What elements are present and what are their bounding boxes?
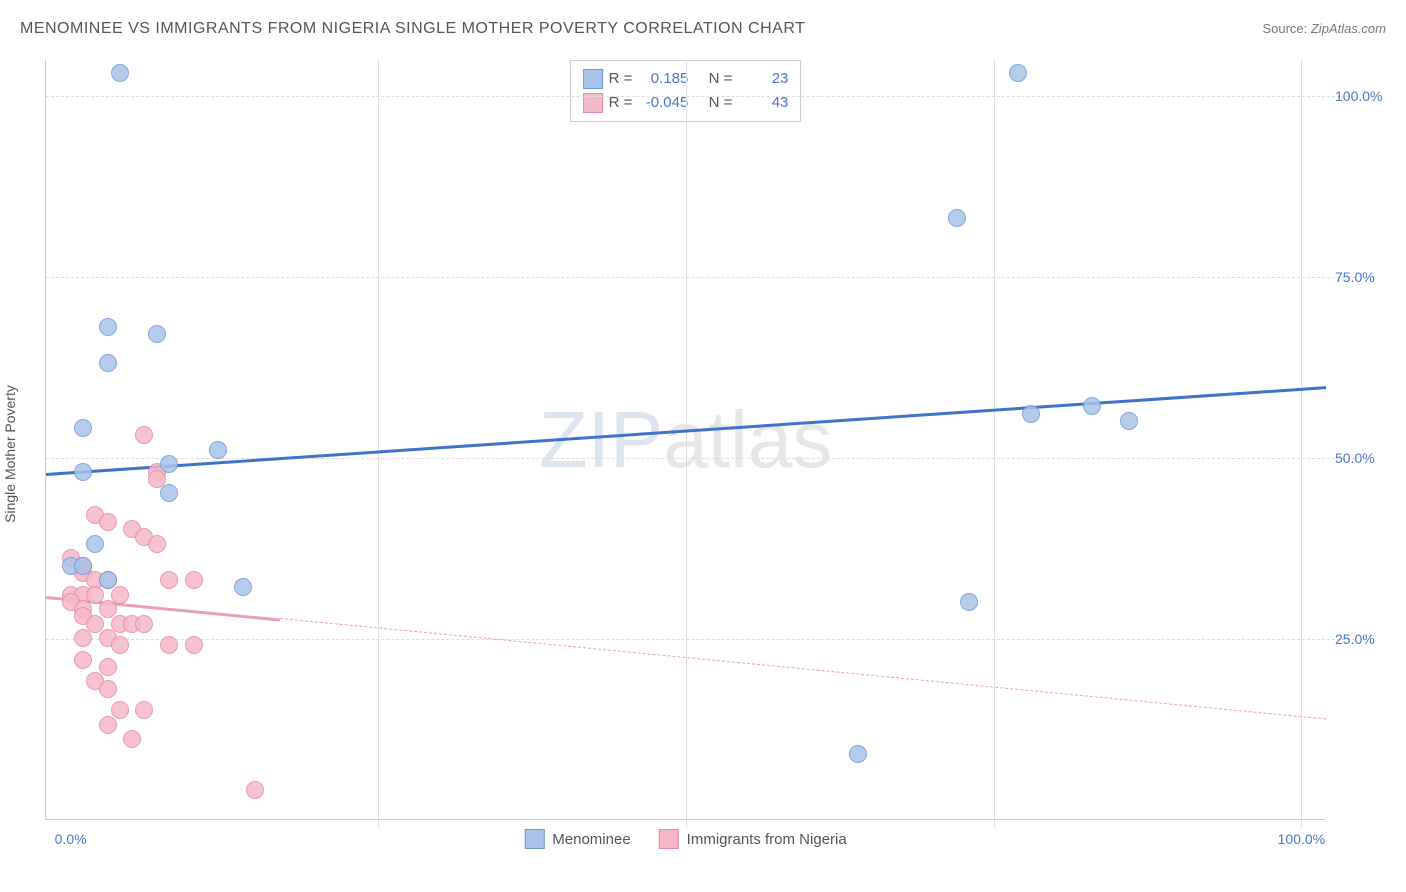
data-point-menominee (160, 455, 178, 473)
stats-n-value-1: 43 (738, 91, 788, 115)
stats-r-label: R = (609, 91, 633, 115)
stats-n-label: N = (709, 67, 733, 91)
data-point-nigeria (246, 781, 264, 799)
watermark-atlas: atlas (663, 395, 832, 484)
stats-r-label: R = (609, 67, 633, 91)
data-point-menominee (960, 593, 978, 611)
legend-label-nigeria: Immigrants from Nigeria (687, 831, 847, 848)
gridline-vertical (378, 60, 379, 827)
stats-r-value-1: -0.045 (638, 91, 688, 115)
legend-item-nigeria: Immigrants from Nigeria (659, 829, 847, 849)
data-point-menominee (1022, 405, 1040, 423)
data-point-nigeria (74, 629, 92, 647)
data-point-nigeria (185, 636, 203, 654)
chart-source: Source: ZipAtlas.com (1262, 21, 1386, 36)
stats-n-value-0: 23 (738, 67, 788, 91)
data-point-menominee (148, 325, 166, 343)
stats-r-value-0: 0.185 (638, 67, 688, 91)
data-point-menominee (99, 318, 117, 336)
data-point-menominee (160, 484, 178, 502)
y-axis-label: Single Mother Poverty (2, 385, 18, 523)
data-point-menominee (1009, 64, 1027, 82)
legend-swatch-menominee (524, 829, 544, 849)
data-point-nigeria (99, 680, 117, 698)
data-point-nigeria (185, 571, 203, 589)
trendline-nigeria-dashed (280, 618, 1326, 720)
data-point-menominee (74, 463, 92, 481)
data-point-menominee (86, 535, 104, 553)
data-point-menominee (111, 64, 129, 82)
legend-item-menominee: Menominee (524, 829, 630, 849)
data-point-nigeria (99, 513, 117, 531)
swatch-menominee (583, 69, 603, 89)
data-point-menominee (1120, 412, 1138, 430)
data-point-nigeria (123, 730, 141, 748)
data-point-nigeria (135, 615, 153, 633)
x-tick-label: 0.0% (55, 831, 87, 847)
legend-swatch-nigeria (659, 829, 679, 849)
stats-n-label: N = (709, 91, 733, 115)
y-tick-label: 100.0% (1335, 88, 1395, 104)
gridline-horizontal (46, 639, 1355, 640)
series-legend: Menominee Immigrants from Nigeria (524, 829, 846, 849)
gridline-vertical (994, 60, 995, 827)
data-point-nigeria (160, 636, 178, 654)
data-point-nigeria (111, 636, 129, 654)
source-label: Source: (1262, 21, 1310, 36)
y-tick-label: 50.0% (1335, 450, 1395, 466)
data-point-nigeria (111, 701, 129, 719)
data-point-nigeria (135, 426, 153, 444)
data-point-menominee (99, 354, 117, 372)
chart-header: MENOMINEE VS IMMIGRANTS FROM NIGERIA SIN… (20, 20, 1386, 38)
data-point-nigeria (99, 716, 117, 734)
data-point-menominee (948, 209, 966, 227)
x-tick-label: 100.0% (1278, 831, 1325, 847)
data-point-menominee (234, 578, 252, 596)
data-point-nigeria (148, 535, 166, 553)
chart-plot-area: ZIPatlas R = 0.185 N = 23 R = -0.045 N =… (45, 60, 1325, 820)
data-point-menominee (74, 419, 92, 437)
data-point-menominee (74, 557, 92, 575)
gridline-horizontal (46, 96, 1355, 97)
data-point-nigeria (111, 586, 129, 604)
data-point-nigeria (160, 571, 178, 589)
data-point-menominee (1083, 397, 1101, 415)
data-point-nigeria (99, 658, 117, 676)
source-value: ZipAtlas.com (1311, 21, 1386, 36)
gridline-horizontal (46, 277, 1355, 278)
data-point-menominee (99, 571, 117, 589)
data-point-nigeria (74, 651, 92, 669)
data-point-nigeria (135, 701, 153, 719)
y-tick-label: 75.0% (1335, 269, 1395, 285)
gridline-vertical (1301, 60, 1302, 827)
legend-label-menominee: Menominee (552, 831, 630, 848)
data-point-menominee (849, 745, 867, 763)
data-point-menominee (209, 441, 227, 459)
chart-title: MENOMINEE VS IMMIGRANTS FROM NIGERIA SIN… (20, 20, 805, 38)
gridline-vertical (686, 60, 687, 827)
y-tick-label: 25.0% (1335, 631, 1395, 647)
